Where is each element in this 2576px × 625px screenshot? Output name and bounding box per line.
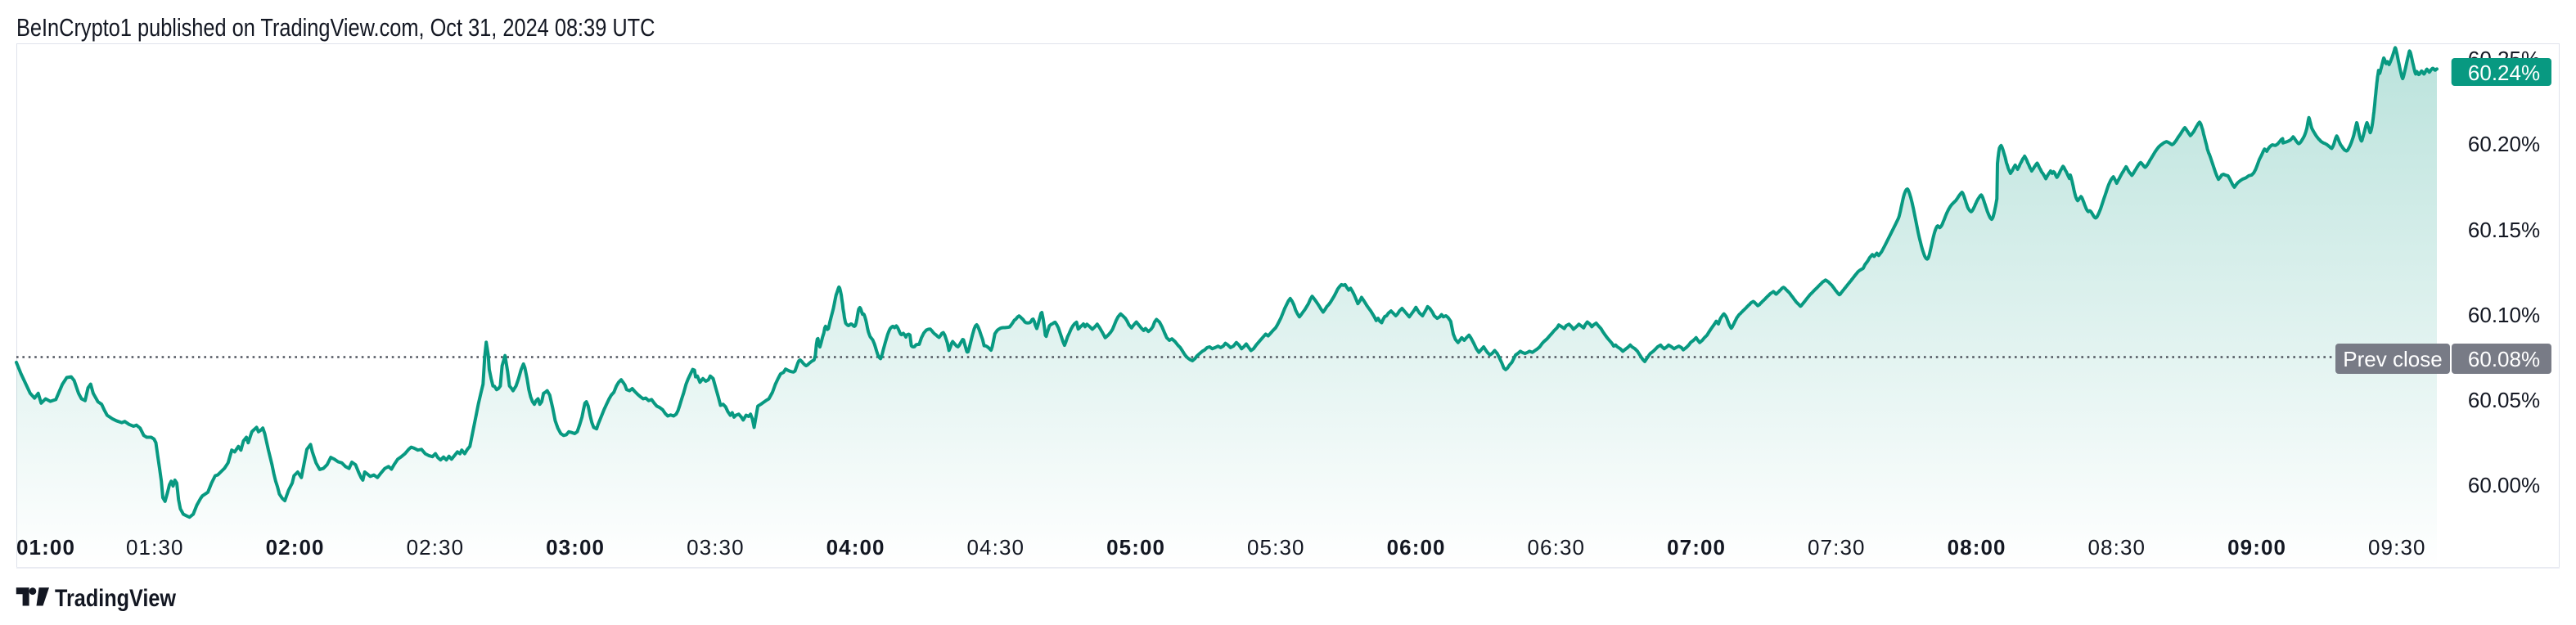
- svg-text:02:30: 02:30: [407, 535, 465, 560]
- svg-text:04:30: 04:30: [967, 535, 1025, 560]
- svg-text:06:00: 06:00: [1387, 535, 1446, 560]
- svg-text:07:00: 07:00: [1667, 535, 1726, 560]
- svg-text:04:00: 04:00: [826, 535, 885, 560]
- svg-text:08:30: 08:30: [2088, 535, 2146, 560]
- svg-text:60.24%: 60.24%: [2468, 61, 2540, 85]
- svg-text:60.10%: 60.10%: [2468, 303, 2540, 327]
- svg-text:06:30: 06:30: [1528, 535, 1586, 560]
- svg-text:60.08%: 60.08%: [2468, 347, 2540, 371]
- svg-text:60.15%: 60.15%: [2468, 218, 2540, 242]
- svg-text:02:00: 02:00: [266, 535, 325, 560]
- svg-text:03:00: 03:00: [546, 535, 605, 560]
- svg-text:01:30: 01:30: [126, 535, 184, 560]
- svg-text:60.05%: 60.05%: [2468, 388, 2540, 412]
- svg-text:03:30: 03:30: [687, 535, 745, 560]
- svg-text:01:00: 01:00: [16, 535, 75, 560]
- svg-text:60.20%: 60.20%: [2468, 132, 2540, 156]
- svg-text:08:00: 08:00: [1948, 535, 2006, 560]
- svg-text:Prev close: Prev close: [2343, 347, 2442, 371]
- svg-text:07:30: 07:30: [1808, 535, 1866, 560]
- svg-text:05:30: 05:30: [1247, 535, 1305, 560]
- svg-text:09:30: 09:30: [2368, 535, 2426, 560]
- svg-text:05:00: 05:00: [1106, 535, 1165, 560]
- svg-text:09:00: 09:00: [2227, 535, 2286, 560]
- svg-text:60.00%: 60.00%: [2468, 473, 2540, 497]
